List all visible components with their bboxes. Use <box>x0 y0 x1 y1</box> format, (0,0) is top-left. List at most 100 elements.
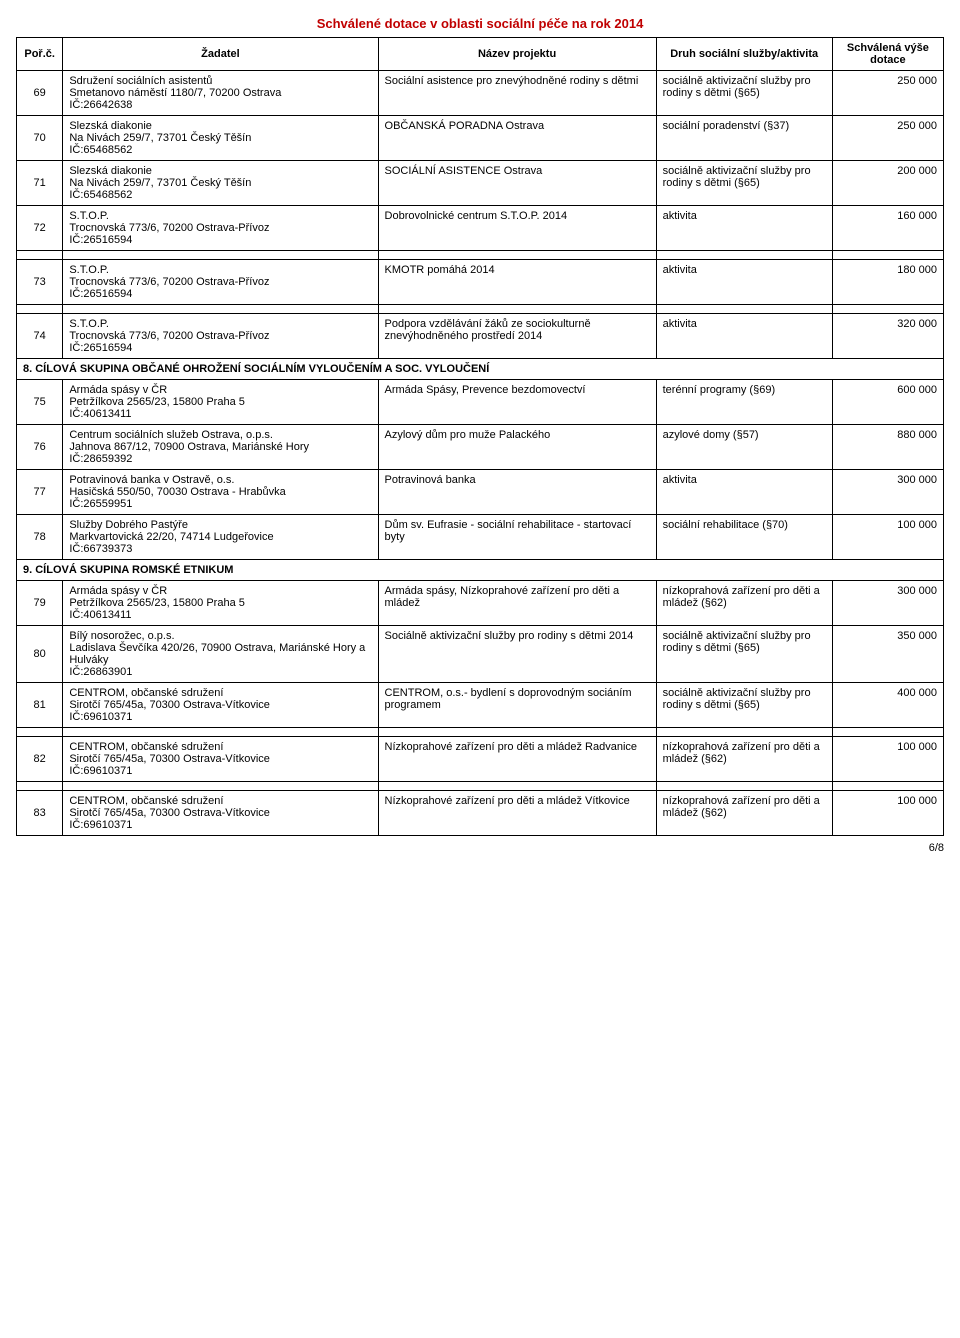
cell-num: 81 <box>17 683 63 728</box>
cell-applicant: S.T.O.P. Trocnovská 773/6, 70200 Ostrava… <box>63 206 378 251</box>
table-header-row: Poř.č. Žadatel Název projektu Druh sociá… <box>17 38 944 71</box>
cell-type: aktivita <box>656 260 832 305</box>
cell-applicant: CENTROM, občanské sdružení Sirotčí 765/4… <box>63 791 378 836</box>
table-row: 71Slezská diakonie Na Nivách 259/7, 7370… <box>17 161 944 206</box>
cell-num: 70 <box>17 116 63 161</box>
spacer-row <box>17 728 944 737</box>
cell-num: 71 <box>17 161 63 206</box>
cell-project: Armáda Spásy, Prevence bezdomovectví <box>378 380 656 425</box>
cell-applicant: S.T.O.P. Trocnovská 773/6, 70200 Ostrava… <box>63 260 378 305</box>
cell-num: 82 <box>17 737 63 782</box>
cell-applicant: Slezská diakonie Na Nivách 259/7, 73701 … <box>63 116 378 161</box>
cell-num: 80 <box>17 626 63 683</box>
cell-amount: 100 000 <box>832 791 943 836</box>
cell-num: 69 <box>17 71 63 116</box>
cell-applicant: Slezská diakonie Na Nivách 259/7, 73701 … <box>63 161 378 206</box>
spacer-row <box>17 251 944 260</box>
cell-type: sociálně aktivizační služby pro rodiny s… <box>656 71 832 116</box>
cell-project: Azylový dům pro muže Palackého <box>378 425 656 470</box>
cell-applicant: CENTROM, občanské sdružení Sirotčí 765/4… <box>63 737 378 782</box>
grants-table: Poř.č. Žadatel Název projektu Druh sociá… <box>16 37 944 836</box>
cell-type: sociálně aktivizační služby pro rodiny s… <box>656 161 832 206</box>
cell-project: Dům sv. Eufrasie - sociální rehabilitace… <box>378 515 656 560</box>
cell-amount: 250 000 <box>832 116 943 161</box>
cell-num: 76 <box>17 425 63 470</box>
cell-type: azylové domy (§57) <box>656 425 832 470</box>
cell-project: KMOTR pomáhá 2014 <box>378 260 656 305</box>
header-num: Poř.č. <box>17 38 63 71</box>
cell-type: sociálně aktivizační služby pro rodiny s… <box>656 626 832 683</box>
section-header: 8. CÍLOVÁ SKUPINA OBČANÉ OHROŽENÍ SOCIÁL… <box>17 359 944 380</box>
cell-project: Potravinová banka <box>378 470 656 515</box>
cell-amount: 180 000 <box>832 260 943 305</box>
section-header-cell: 9. CÍLOVÁ SKUPINA ROMSKÉ ETNIKUM <box>17 560 944 581</box>
table-row: 77Potravinová banka v Ostravě, o.s. Hasi… <box>17 470 944 515</box>
cell-applicant: Armáda spásy v ČR Petržílkova 2565/23, 1… <box>63 380 378 425</box>
cell-amount: 320 000 <box>832 314 943 359</box>
cell-amount: 600 000 <box>832 380 943 425</box>
header-project: Název projektu <box>378 38 656 71</box>
cell-applicant: Armáda spásy v ČR Petržílkova 2565/23, 1… <box>63 581 378 626</box>
cell-type: nízkoprahová zařízení pro děti a mládež … <box>656 737 832 782</box>
table-row: 83CENTROM, občanské sdružení Sirotčí 765… <box>17 791 944 836</box>
cell-project: CENTROM, o.s.- bydlení s doprovodným soc… <box>378 683 656 728</box>
cell-num: 73 <box>17 260 63 305</box>
cell-num: 72 <box>17 206 63 251</box>
cell-applicant: S.T.O.P. Trocnovská 773/6, 70200 Ostrava… <box>63 314 378 359</box>
table-row: 70Slezská diakonie Na Nivách 259/7, 7370… <box>17 116 944 161</box>
cell-amount: 250 000 <box>832 71 943 116</box>
page-title: Schválené dotace v oblasti sociální péče… <box>16 16 944 31</box>
cell-amount: 100 000 <box>832 515 943 560</box>
table-row: 80Bílý nosorožec, o.p.s. Ladislava Ševčí… <box>17 626 944 683</box>
page-footer: 6/8 <box>16 842 944 854</box>
table-row: 73S.T.O.P. Trocnovská 773/6, 70200 Ostra… <box>17 260 944 305</box>
cell-project: SOCIÁLNÍ ASISTENCE Ostrava <box>378 161 656 206</box>
header-applicant: Žadatel <box>63 38 378 71</box>
cell-type: aktivita <box>656 314 832 359</box>
cell-num: 74 <box>17 314 63 359</box>
cell-project: Armáda spásy, Nízkoprahové zařízení pro … <box>378 581 656 626</box>
table-row: 75Armáda spásy v ČR Petržílkova 2565/23,… <box>17 380 944 425</box>
table-row: 78Služby Dobrého Pastýře Markvartovická … <box>17 515 944 560</box>
cell-applicant: Centrum sociálních služeb Ostrava, o.p.s… <box>63 425 378 470</box>
cell-project: Nízkoprahové zařízení pro děti a mládež … <box>378 791 656 836</box>
table-row: 74S.T.O.P. Trocnovská 773/6, 70200 Ostra… <box>17 314 944 359</box>
cell-applicant: CENTROM, občanské sdružení Sirotčí 765/4… <box>63 683 378 728</box>
header-amount: Schválená výše dotace <box>832 38 943 71</box>
cell-type: nízkoprahová zařízení pro děti a mládež … <box>656 581 832 626</box>
table-row: 76Centrum sociálních služeb Ostrava, o.p… <box>17 425 944 470</box>
cell-applicant: Potravinová banka v Ostravě, o.s. Hasičs… <box>63 470 378 515</box>
cell-type: aktivita <box>656 206 832 251</box>
cell-type: terénní programy (§69) <box>656 380 832 425</box>
cell-project: OBČANSKÁ PORADNA Ostrava <box>378 116 656 161</box>
table-row: 79Armáda spásy v ČR Petržílkova 2565/23,… <box>17 581 944 626</box>
cell-amount: 200 000 <box>832 161 943 206</box>
cell-amount: 400 000 <box>832 683 943 728</box>
cell-applicant: Služby Dobrého Pastýře Markvartovická 22… <box>63 515 378 560</box>
cell-project: Dobrovolnické centrum S.T.O.P. 2014 <box>378 206 656 251</box>
table-row: 72S.T.O.P. Trocnovská 773/6, 70200 Ostra… <box>17 206 944 251</box>
cell-amount: 100 000 <box>832 737 943 782</box>
table-row: 69Sdružení sociálních asistentů Smetanov… <box>17 71 944 116</box>
spacer-row <box>17 782 944 791</box>
section-header-cell: 8. CÍLOVÁ SKUPINA OBČANÉ OHROŽENÍ SOCIÁL… <box>17 359 944 380</box>
cell-amount: 160 000 <box>832 206 943 251</box>
cell-type: nízkoprahová zařízení pro děti a mládež … <box>656 791 832 836</box>
cell-num: 75 <box>17 380 63 425</box>
header-type: Druh sociální služby/aktivita <box>656 38 832 71</box>
cell-num: 83 <box>17 791 63 836</box>
cell-amount: 300 000 <box>832 470 943 515</box>
cell-applicant: Bílý nosorožec, o.p.s. Ladislava Ševčíka… <box>63 626 378 683</box>
spacer-row <box>17 305 944 314</box>
cell-amount: 880 000 <box>832 425 943 470</box>
cell-type: sociální rehabilitace (§70) <box>656 515 832 560</box>
section-header: 9. CÍLOVÁ SKUPINA ROMSKÉ ETNIKUM <box>17 560 944 581</box>
cell-type: aktivita <box>656 470 832 515</box>
table-row: 82CENTROM, občanské sdružení Sirotčí 765… <box>17 737 944 782</box>
table-row: 81CENTROM, občanské sdružení Sirotčí 765… <box>17 683 944 728</box>
cell-amount: 300 000 <box>832 581 943 626</box>
cell-project: Podpora vzdělávání žáků ze sociokulturně… <box>378 314 656 359</box>
cell-project: Nízkoprahové zařízení pro děti a mládež … <box>378 737 656 782</box>
cell-num: 79 <box>17 581 63 626</box>
cell-amount: 350 000 <box>832 626 943 683</box>
